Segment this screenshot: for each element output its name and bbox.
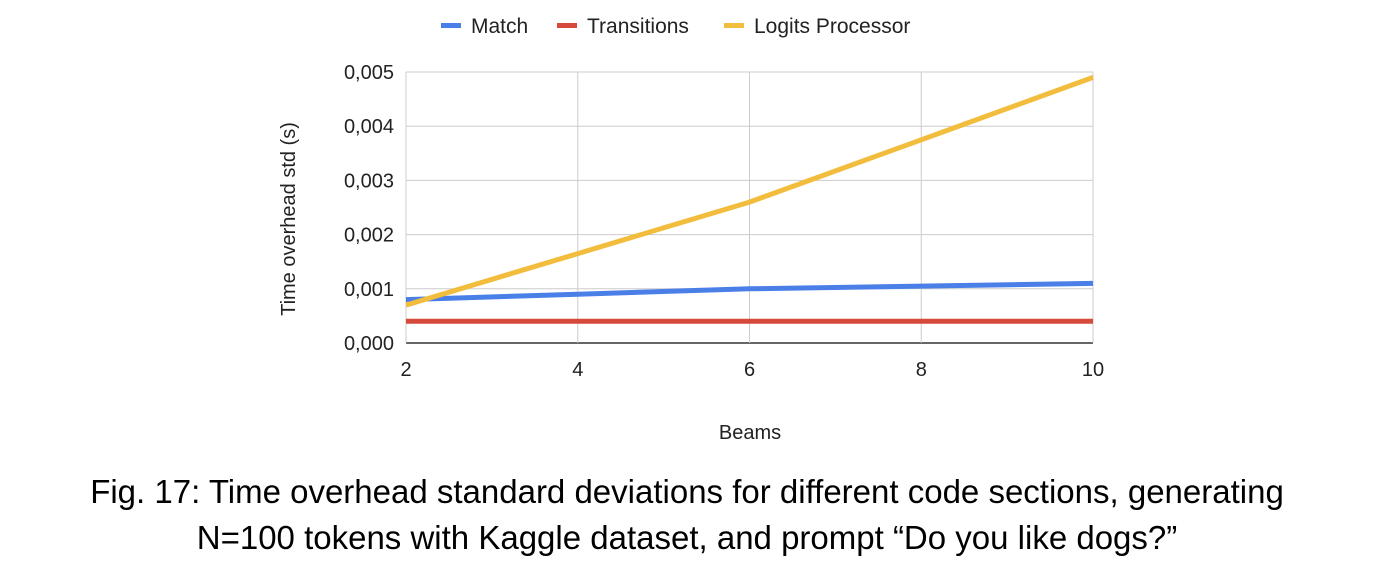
y-tick-label: 0,004 (344, 116, 394, 138)
chart-series (405, 75, 1094, 324)
x-tick-label: 2 (400, 359, 411, 381)
line-chart: Match Transitions Logits Processor 0,0000,… (278, 15, 1104, 444)
legend-swatch-logits-processor (724, 23, 744, 28)
x-tick-label: 6 (744, 359, 755, 381)
chart-legend: Match Transitions Logits Processor (441, 15, 910, 38)
legend-swatch-transitions (557, 23, 577, 28)
y-tick-label: 0,001 (344, 279, 394, 301)
y-tick-label: 0,003 (344, 170, 394, 192)
legend-label-transitions: Transitions (587, 15, 689, 38)
x-tick-label: 4 (572, 359, 583, 381)
y-axis-ticks: 0,000 0,001 0,002 0,003 0,004 0,005 (344, 62, 394, 355)
figure-caption-line-1: Fig. 17: Time overhead standard deviatio… (90, 473, 1284, 510)
y-tick-label: 0,000 (344, 333, 394, 355)
x-tick-label: 8 (916, 359, 927, 381)
legend-swatch-match (441, 23, 461, 28)
chart-grid (405, 71, 1094, 344)
figure-caption-line-2: N=100 tokens with Kaggle dataset, and pr… (196, 519, 1178, 556)
y-axis-title: Time overhead std (s) (278, 122, 300, 316)
y-tick-label: 0,002 (344, 225, 394, 247)
legend-label-match: Match (471, 15, 528, 38)
x-axis-title: Beams (719, 422, 781, 444)
y-tick-label: 0,005 (344, 62, 394, 84)
series-line-match (405, 280, 1094, 303)
series-line-logits-processor (405, 75, 1094, 308)
legend-label-logits-processor: Logits Processor (754, 15, 910, 38)
x-tick-label: 10 (1082, 359, 1104, 381)
x-axis-ticks: 2 4 6 8 10 (400, 359, 1104, 381)
